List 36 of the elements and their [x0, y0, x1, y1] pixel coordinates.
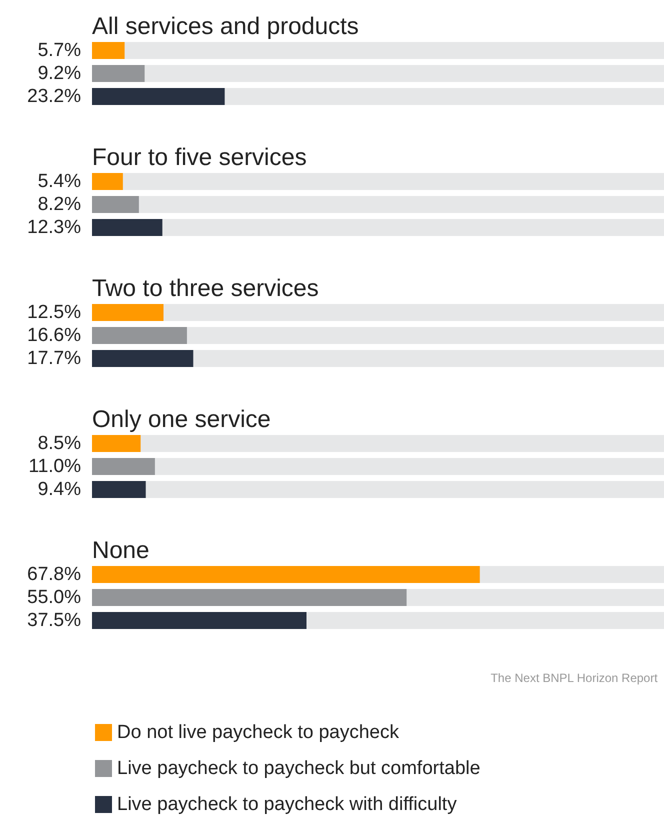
bar [92, 196, 139, 213]
data-label: 23.2% [27, 86, 82, 107]
bar [92, 218, 162, 236]
y-tick-label: None [92, 537, 150, 564]
data-label: 37.5% [27, 610, 82, 631]
bar [92, 88, 225, 105]
data-label: 12.3% [27, 216, 82, 238]
data-label: 55.0% [27, 587, 82, 608]
data-label: 9.4% [38, 478, 82, 500]
legend-label: Live paycheck to paycheck with difficulty [117, 794, 458, 815]
data-label: 12.5% [27, 302, 82, 324]
data-label: 11.0% [28, 456, 82, 477]
bar [92, 480, 146, 498]
bar [92, 42, 125, 60]
bar [92, 304, 164, 322]
data-label: 8.2% [38, 194, 82, 215]
data-label: 5.4% [38, 171, 82, 192]
data-label: 17.7% [27, 348, 82, 369]
y-tick-label: All services and products [92, 13, 359, 40]
y-tick-label: Four to five services [92, 144, 307, 171]
legend-label: Live paycheck to paycheck but comfortable [117, 758, 480, 779]
bar [92, 173, 123, 190]
data-label: 5.7% [38, 40, 82, 62]
bar [92, 435, 141, 452]
y-tick-label: Only one service [92, 406, 271, 433]
legend-label: Do not live paycheck to paycheck [117, 722, 400, 743]
data-label: 67.8% [27, 564, 82, 586]
data-label: 8.5% [38, 433, 82, 454]
y-tick-label: Two to three services [92, 275, 319, 302]
bar [92, 327, 187, 344]
data-label: 16.6% [27, 325, 82, 346]
bar [92, 65, 145, 82]
bar [92, 458, 155, 475]
bar [92, 350, 194, 367]
data-label: 9.2% [38, 63, 82, 84]
annotation: The Next BNPL Horizon Report [490, 671, 658, 685]
